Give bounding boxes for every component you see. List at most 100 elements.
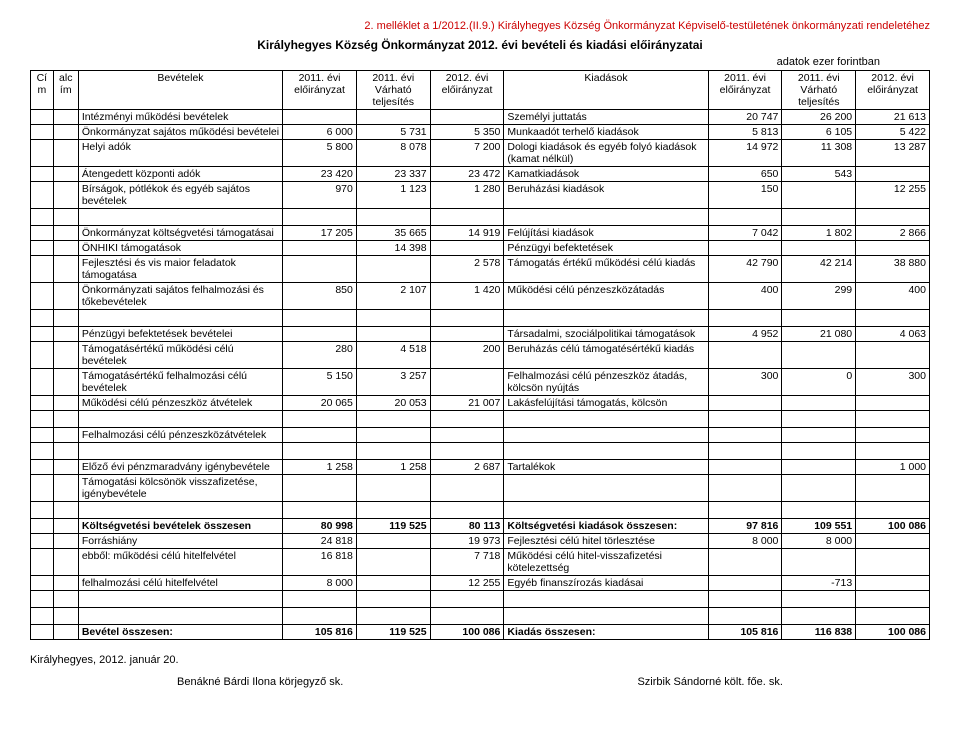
spacer-cell xyxy=(356,411,430,428)
cell: 299 xyxy=(782,283,856,310)
cell: 16 818 xyxy=(283,549,357,576)
cell xyxy=(708,549,782,576)
cell xyxy=(283,327,357,342)
cell: 105 816 xyxy=(708,625,782,640)
spacer-cell xyxy=(430,310,504,327)
cell: 4 952 xyxy=(708,327,782,342)
cell: 105 816 xyxy=(283,625,357,640)
cell: 1 123 xyxy=(356,182,430,209)
cell xyxy=(53,226,78,241)
cell: 12 255 xyxy=(430,576,504,591)
cell: 23 337 xyxy=(356,167,430,182)
signature-2: Szirbik Sándorné költ. főe. sk. xyxy=(637,676,783,688)
cell: 0 xyxy=(782,369,856,396)
cell: 80 998 xyxy=(283,519,357,534)
cell: 13 287 xyxy=(856,140,930,167)
table-row: Pénzügyi befektetések bevételeiTársadalm… xyxy=(31,327,930,342)
cell: Tartalékok xyxy=(504,460,708,475)
cell xyxy=(53,475,78,502)
cell: Munkaadót terhelő kiadások xyxy=(504,125,708,140)
cell: Működési célú pénzeszközátadás xyxy=(504,283,708,310)
cell: Helyi adók xyxy=(78,140,282,167)
table-row: Önkormányzati sajátos felhalmozási és tő… xyxy=(31,283,930,310)
cell: Személyi juttatás xyxy=(504,110,708,125)
cell: Felújítási kiadások xyxy=(504,226,708,241)
spacer-cell xyxy=(78,608,282,625)
cell: 2 578 xyxy=(430,256,504,283)
cell: 21 007 xyxy=(430,396,504,411)
cell xyxy=(53,428,78,443)
cell: Pénzügyi befektetések bevételei xyxy=(78,327,282,342)
cell: Önkormányzat költségvetési támogatásai xyxy=(78,226,282,241)
cell xyxy=(708,396,782,411)
cell: ÖNHIKI támogatások xyxy=(78,241,282,256)
cell: 7 042 xyxy=(708,226,782,241)
footer-date-row: Királyhegyes, 2012. január 20. xyxy=(30,654,930,666)
cell: Bírságok, pótlékok és egyéb sajátos bevé… xyxy=(78,182,282,209)
cell xyxy=(31,428,54,443)
cell xyxy=(856,576,930,591)
spacer-cell xyxy=(53,591,78,608)
cell xyxy=(31,241,54,256)
attachment-header: 2. melléklet a 1/2012.(II.9.) Királyhegy… xyxy=(30,20,930,32)
spacer-cell xyxy=(78,209,282,226)
cell xyxy=(782,428,856,443)
budget-table: Cí m alc ím Bevételek 2011. évi előirány… xyxy=(30,70,930,640)
cell xyxy=(856,167,930,182)
spacer-cell xyxy=(53,443,78,460)
cell xyxy=(53,534,78,549)
spacer-cell xyxy=(283,608,357,625)
cell: 6 105 xyxy=(782,125,856,140)
cell: 100 086 xyxy=(856,625,930,640)
spacer-cell xyxy=(708,591,782,608)
cell: 42 214 xyxy=(782,256,856,283)
col-2011-eloir-kiad: 2011. évi előirányzat xyxy=(708,71,782,110)
cell: 850 xyxy=(283,283,357,310)
table-row: Működési célú pénzeszköz átvételek20 065… xyxy=(31,396,930,411)
cell: 1 258 xyxy=(283,460,357,475)
cell: 400 xyxy=(708,283,782,310)
spacer-cell xyxy=(31,591,54,608)
cell: 970 xyxy=(283,182,357,209)
spacer-cell xyxy=(283,591,357,608)
cell: Pénzügyi befektetések xyxy=(504,241,708,256)
cell: 97 816 xyxy=(708,519,782,534)
cell xyxy=(856,396,930,411)
cell: 24 818 xyxy=(283,534,357,549)
spacer-cell xyxy=(782,310,856,327)
cell: Előző évi pénzmaradvány igénybevétele xyxy=(78,460,282,475)
cell: 119 525 xyxy=(356,519,430,534)
cell xyxy=(53,576,78,591)
cell xyxy=(31,576,54,591)
cell: Lakásfelújítási támogatás, kölcsön xyxy=(504,396,708,411)
cell xyxy=(782,396,856,411)
cell: 543 xyxy=(782,167,856,182)
cell: 2 687 xyxy=(430,460,504,475)
cell: 26 200 xyxy=(782,110,856,125)
signature-1: Benákné Bárdi Ilona körjegyző sk. xyxy=(177,676,343,688)
spacer-cell xyxy=(78,443,282,460)
spacer-cell xyxy=(356,209,430,226)
cell xyxy=(31,342,54,369)
cell: 109 551 xyxy=(782,519,856,534)
cell xyxy=(856,475,930,502)
cell xyxy=(31,519,54,534)
col-2011-varhato-kiad: 2011. évi Várható teljesítés xyxy=(782,71,856,110)
cell: -713 xyxy=(782,576,856,591)
cell: 400 xyxy=(856,283,930,310)
cell xyxy=(31,327,54,342)
cell: 3 257 xyxy=(356,369,430,396)
cell: Bevétel összesen: xyxy=(78,625,282,640)
spacer-cell xyxy=(430,608,504,625)
cell: 119 525 xyxy=(356,625,430,640)
spacer-cell xyxy=(53,608,78,625)
col-alcim: alc ím xyxy=(53,71,78,110)
spacer-cell xyxy=(708,502,782,519)
spacer-cell xyxy=(504,209,708,226)
spacer-cell xyxy=(430,443,504,460)
spacer-cell xyxy=(31,443,54,460)
spacer-cell xyxy=(782,209,856,226)
cell: 1 280 xyxy=(430,182,504,209)
cell: 2 866 xyxy=(856,226,930,241)
cell: 300 xyxy=(708,369,782,396)
